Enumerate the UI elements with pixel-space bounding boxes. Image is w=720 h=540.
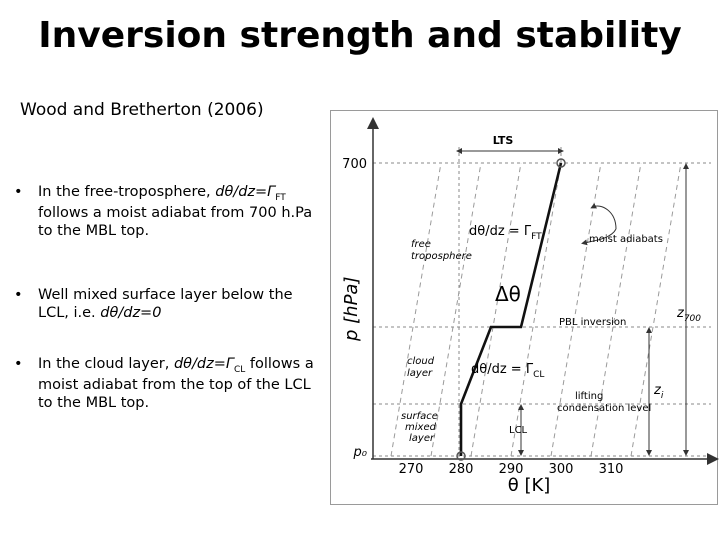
cloud-layer-label: cloud layer [407,356,437,379]
zi-label: zi [653,383,664,401]
pressure-guide-lines [373,162,711,457]
x-tick-label: 310 [599,462,624,477]
x-axis-label: θ [K] [508,475,551,496]
bullet-math-sub: CL [233,364,246,375]
x-tick-label: 300 [549,462,574,477]
gamma-ft-label: dθ/dz = ΓFT [469,224,542,242]
moist-adiabats-label: moist adiabats [589,234,663,245]
bullet-math: dθ/dz=Γ [215,184,276,200]
profile-point-surface [456,451,466,461]
bullet-math: dθ/dz=Γ [173,356,234,372]
surface-mixed-layer-label: surface mixed layer [401,411,441,444]
bullet-math: dθ/dz=0 [100,305,162,322]
lifting-condensation-level-label: lifting condensation level [557,391,651,414]
profile-point-700 [556,158,566,168]
bullet-dot: • [14,287,23,303]
bullet-text: follows a moist adiabat from the top of … [38,356,314,412]
inversion-diagram: p [hPa] θ [K] 700 p₀ 270 280 290 300 310 LTS… [330,110,719,505]
y-axis-label: p [hPa] [341,277,362,343]
bullet-free-troposphere: • In the free-troposphere, dθ/dz=ΓFT fol… [14,183,314,240]
pbl-inversion-label: PBL inversion [559,317,626,328]
moist-adiabats-pointer [581,228,617,246]
x-tick-labels: 270 280 290 300 310 [399,462,624,477]
lts-label: LTS [493,134,514,147]
bullet-cloud-layer: • In the cloud layer, dθ/dz=ΓCL follows … [14,355,314,412]
gamma-cl-label: dθ/dz = ΓCL [471,362,544,380]
bullet-dot: • [14,184,23,200]
bullet-dot: • [14,356,23,372]
y-tick-label: 700 [342,157,367,172]
theta-profile-line [459,162,563,456]
bullet-text: In the free-troposphere, [38,184,216,200]
bullet-text: follows a moist adiabat from 700 h.Pa to… [38,205,313,240]
x-tick-label: 290 [499,462,524,477]
bullet-math-sub: FT [275,192,286,203]
bullet-text: Well mixed surface layer below the LCL, … [38,287,293,322]
free-troposphere-label: free troposphere [411,239,472,262]
delta-theta-label: Δθ [495,282,521,306]
x-tick-label: 270 [399,462,424,477]
x-tick-label: 280 [449,462,474,477]
bullet-surface-layer: • Well mixed surface layer below the LCL… [14,286,314,322]
moist-adiabats-pointer [590,202,617,230]
slide-title: Inversion strength and stability [38,15,682,56]
bullet-text: In the cloud layer, [38,356,174,372]
subtitle: Wood and Bretherton (2006) [20,100,264,120]
lcl-label: LCL [509,425,528,436]
z700-label: z700 [676,306,701,324]
y-tick-label: p₀ [353,445,368,460]
moist-adiabat-lines [390,162,682,457]
